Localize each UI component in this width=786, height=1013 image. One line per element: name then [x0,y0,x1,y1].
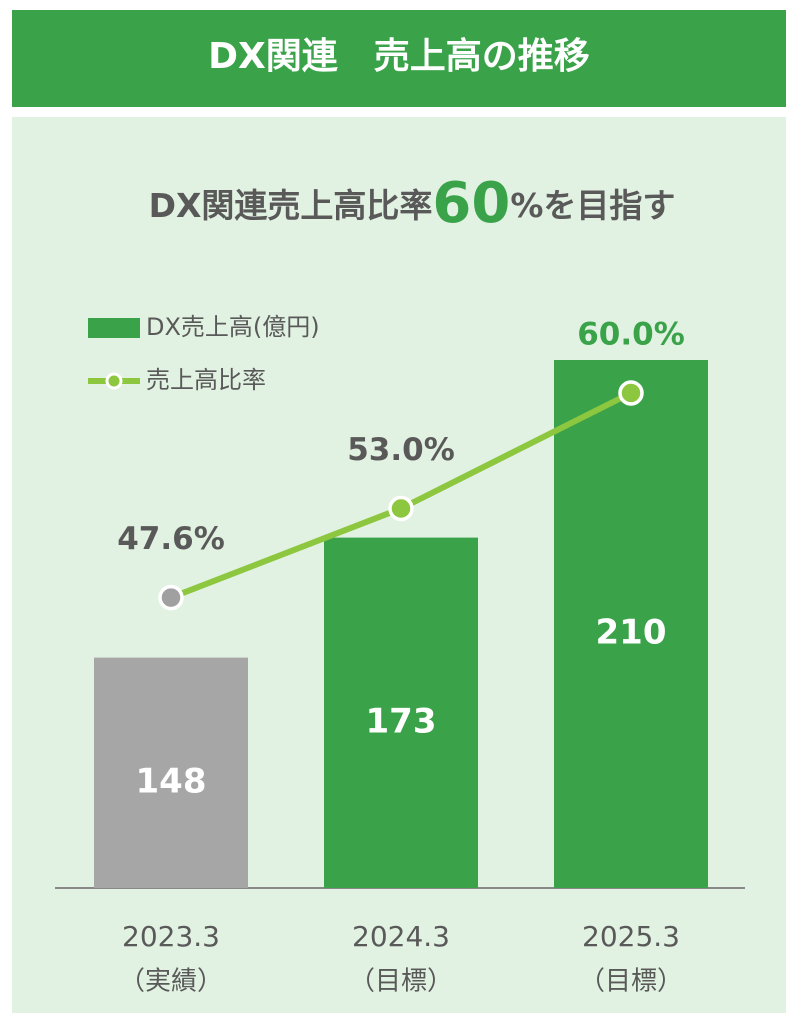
subtitle-part: %を目指す [510,186,675,225]
x-tick-note: （目標） [579,967,683,997]
bar-value-label: 148 [136,761,207,801]
bar-value-label: 210 [596,613,667,653]
subtitle-highlight: 60 [432,171,510,236]
bar [554,360,708,888]
legend-swatch [88,318,140,338]
legend-label: DX売上高(億円) [146,313,320,341]
bar-value-label: 173 [366,701,437,741]
x-tick-label: 2025.3 [582,920,680,953]
x-tick-label: 2023.3 [122,920,220,953]
line-point [618,380,644,406]
title-band [12,10,786,107]
line-segment [169,505,403,601]
legend-label: 売上高比率 [146,366,266,394]
line-point [158,584,184,611]
bar [324,537,478,888]
line-point [388,495,414,522]
x-tick-label: 2024.3 [352,920,450,953]
subtitle: DX関連売上高比率60%を目指す [149,171,676,236]
x-tick-note: （実績） [119,967,223,997]
line-value-label: 53.0% [347,432,455,468]
legend-swatch-point [105,372,123,390]
line-segment [399,390,633,512]
bar [94,657,248,888]
line-value-label: 60.0% [577,317,685,353]
subtitle-part: DX関連売上高比率 [149,186,433,225]
title: DX関連 売上高の推移 [208,36,590,77]
x-tick-note: （目標） [349,967,453,997]
line-value-label: 47.6% [117,521,225,557]
